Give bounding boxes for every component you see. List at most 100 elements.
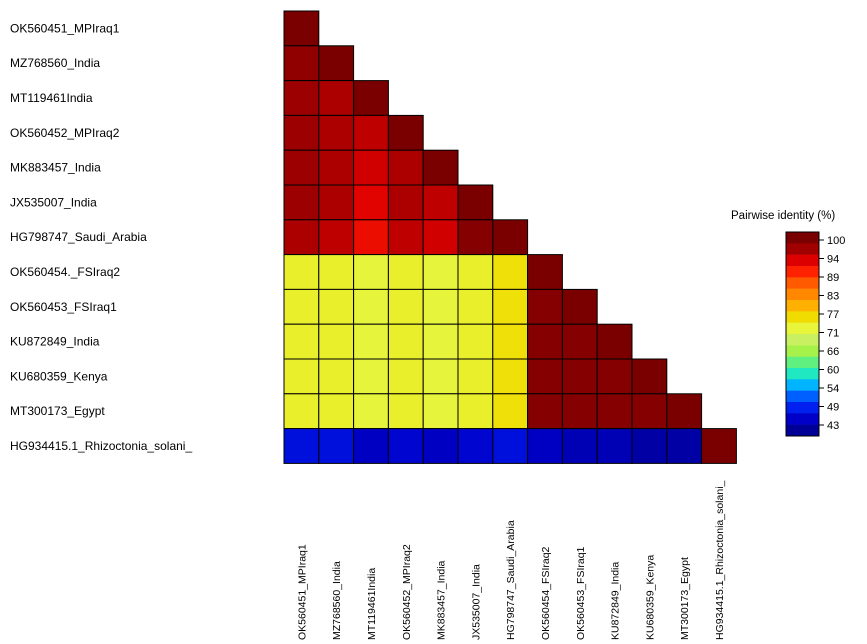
column-label: JX535007_India (470, 564, 482, 640)
legend-tick-label: 66 (827, 346, 839, 358)
heatmap-cell-10-3 (387, 358, 424, 395)
heatmap-cell-8-5 (457, 288, 494, 325)
heatmap-cell-10-2 (353, 358, 389, 395)
legend-tick-label: 60 (827, 365, 839, 377)
heatmap-cell-2-1 (318, 80, 355, 116)
heatmap-cell-10-6 (492, 358, 529, 395)
row-label: MK883457_India (10, 161, 101, 175)
row-label: OK560451_MPIraq1 (10, 21, 120, 35)
legend-color-step (786, 424, 819, 437)
heatmap-cell-4-4 (422, 149, 459, 186)
row-label: MT300173_Egypt (10, 404, 105, 418)
column-label: KU680359_Kenya (644, 555, 656, 640)
heatmap-cell-5-5 (457, 184, 494, 221)
legend-color-step (786, 390, 819, 403)
heatmap-cell-3-1 (318, 114, 355, 151)
heatmap-cell-7-6 (492, 254, 529, 290)
legend-color-step (786, 356, 819, 369)
heatmap-cell-9-5 (457, 323, 494, 360)
heatmap-cell-11-2 (353, 393, 389, 430)
heatmap-cell-11-6 (492, 393, 529, 430)
heatmap-cell-9-2 (353, 323, 389, 360)
heatmap-cell-8-8 (561, 288, 598, 325)
legend-tick-label: 100 (827, 235, 845, 247)
heatmap-cell-9-8 (561, 323, 598, 360)
heatmap-cell-7-7 (527, 254, 563, 290)
heatmap-cell-8-7 (527, 288, 563, 325)
legend-tick-label: 77 (827, 309, 839, 321)
row-labels: OK560451_MPIraq1 MZ768560_India MT119461In… (10, 21, 192, 453)
heatmap-cell-6-6 (492, 219, 529, 256)
heatmap-cell-8-1 (318, 288, 355, 325)
legend-color-step (786, 402, 819, 414)
legend-ticks: 100 94 89 83 77 71 66 60 54 49 43 (819, 235, 845, 432)
heatmap-cell-7-5 (457, 254, 494, 290)
heatmap-cell-1-0 (283, 45, 320, 82)
heatmap-cell-9-3 (387, 323, 424, 360)
legend-color-step (786, 232, 819, 244)
heatmap-cell-8-0 (283, 288, 320, 325)
heatmap-cell-10-0 (283, 358, 320, 395)
heatmap-cell-2-0 (283, 80, 320, 116)
heatmap-cell-3-0 (283, 114, 320, 151)
row-label: OK560454._FSIraq2 (10, 265, 120, 279)
legend-color-step (786, 345, 819, 357)
heatmap-cell-7-4 (422, 254, 459, 290)
column-labels: OK560451_MPIraq1 MZ768560_India MT119461In… (296, 480, 726, 640)
heatmap-cell-12-10 (631, 428, 668, 464)
heatmap-cell-5-2 (353, 184, 389, 221)
heatmap-cells (283, 10, 737, 464)
legend-tick-label: 83 (827, 291, 839, 303)
legend-tick-label: 49 (827, 402, 839, 414)
heatmap-cell-12-5 (457, 428, 494, 464)
heatmap-cell-8-3 (387, 288, 424, 325)
heatmap-cell-9-4 (422, 323, 459, 360)
legend-tick-label: 43 (827, 420, 839, 432)
heatmap-cell-6-1 (318, 219, 355, 256)
heatmap-cell-11-0 (283, 393, 320, 430)
heatmap-cell-4-3 (387, 149, 424, 186)
legend-title: Pairwise identity (%) (731, 210, 835, 222)
legend-frame (785, 231, 820, 437)
legend-color-step (786, 413, 819, 425)
heatmap-cell-12-0 (283, 428, 320, 464)
heatmap-cell-12-2 (353, 428, 389, 464)
row-label: MZ768560_India (10, 56, 100, 70)
heatmap-cell-11-5 (457, 393, 494, 430)
heatmap-cell-12-8 (561, 428, 598, 464)
heatmap-cell-11-4 (422, 393, 459, 430)
row-label: MT119461India (10, 91, 93, 105)
column-label: OK560453_FSIraq1 (575, 546, 587, 640)
heatmap-cell-7-3 (387, 254, 424, 290)
heatmap-cell-10-9 (596, 358, 633, 395)
heatmap-cell-3-2 (353, 114, 389, 151)
heatmap-cell-11-8 (561, 393, 598, 430)
heatmap-cell-12-7 (527, 428, 563, 464)
heatmap-cell-9-7 (527, 323, 563, 360)
heatmap-cell-6-2 (353, 219, 389, 256)
row-label: HG798747_Saudi_Arabia (10, 230, 147, 244)
heatmap-cell-11-9 (596, 393, 633, 430)
heatmap-cell-4-0 (283, 149, 320, 186)
heatmap-cell-3-3 (387, 114, 424, 151)
column-label: MT300173_Egypt (679, 557, 691, 640)
legend-color-step (786, 379, 819, 391)
heatmap-cell-4-2 (353, 149, 389, 186)
column-label: MK883457_India (436, 560, 448, 640)
column-label: MZ768560_India (331, 561, 343, 640)
heatmap-cell-6-3 (387, 219, 424, 256)
heatmap-cell-6-4 (422, 219, 459, 256)
row-label: OK560452_MPIraq2 (10, 126, 120, 140)
legend-color-step (786, 322, 819, 335)
heatmap-cell-11-11 (666, 393, 703, 430)
heatmap-cell-8-6 (492, 288, 529, 325)
heatmap-cell-11-10 (631, 393, 668, 430)
heatmap-cell-12-9 (596, 428, 633, 464)
heatmap-cell-7-2 (353, 254, 389, 290)
heatmap-cell-0-0 (283, 10, 320, 47)
column-label: MT119461India (366, 568, 378, 640)
legend-color-step (786, 266, 819, 278)
heatmap-cell-7-1 (318, 254, 355, 290)
legend-color-step (786, 243, 819, 255)
